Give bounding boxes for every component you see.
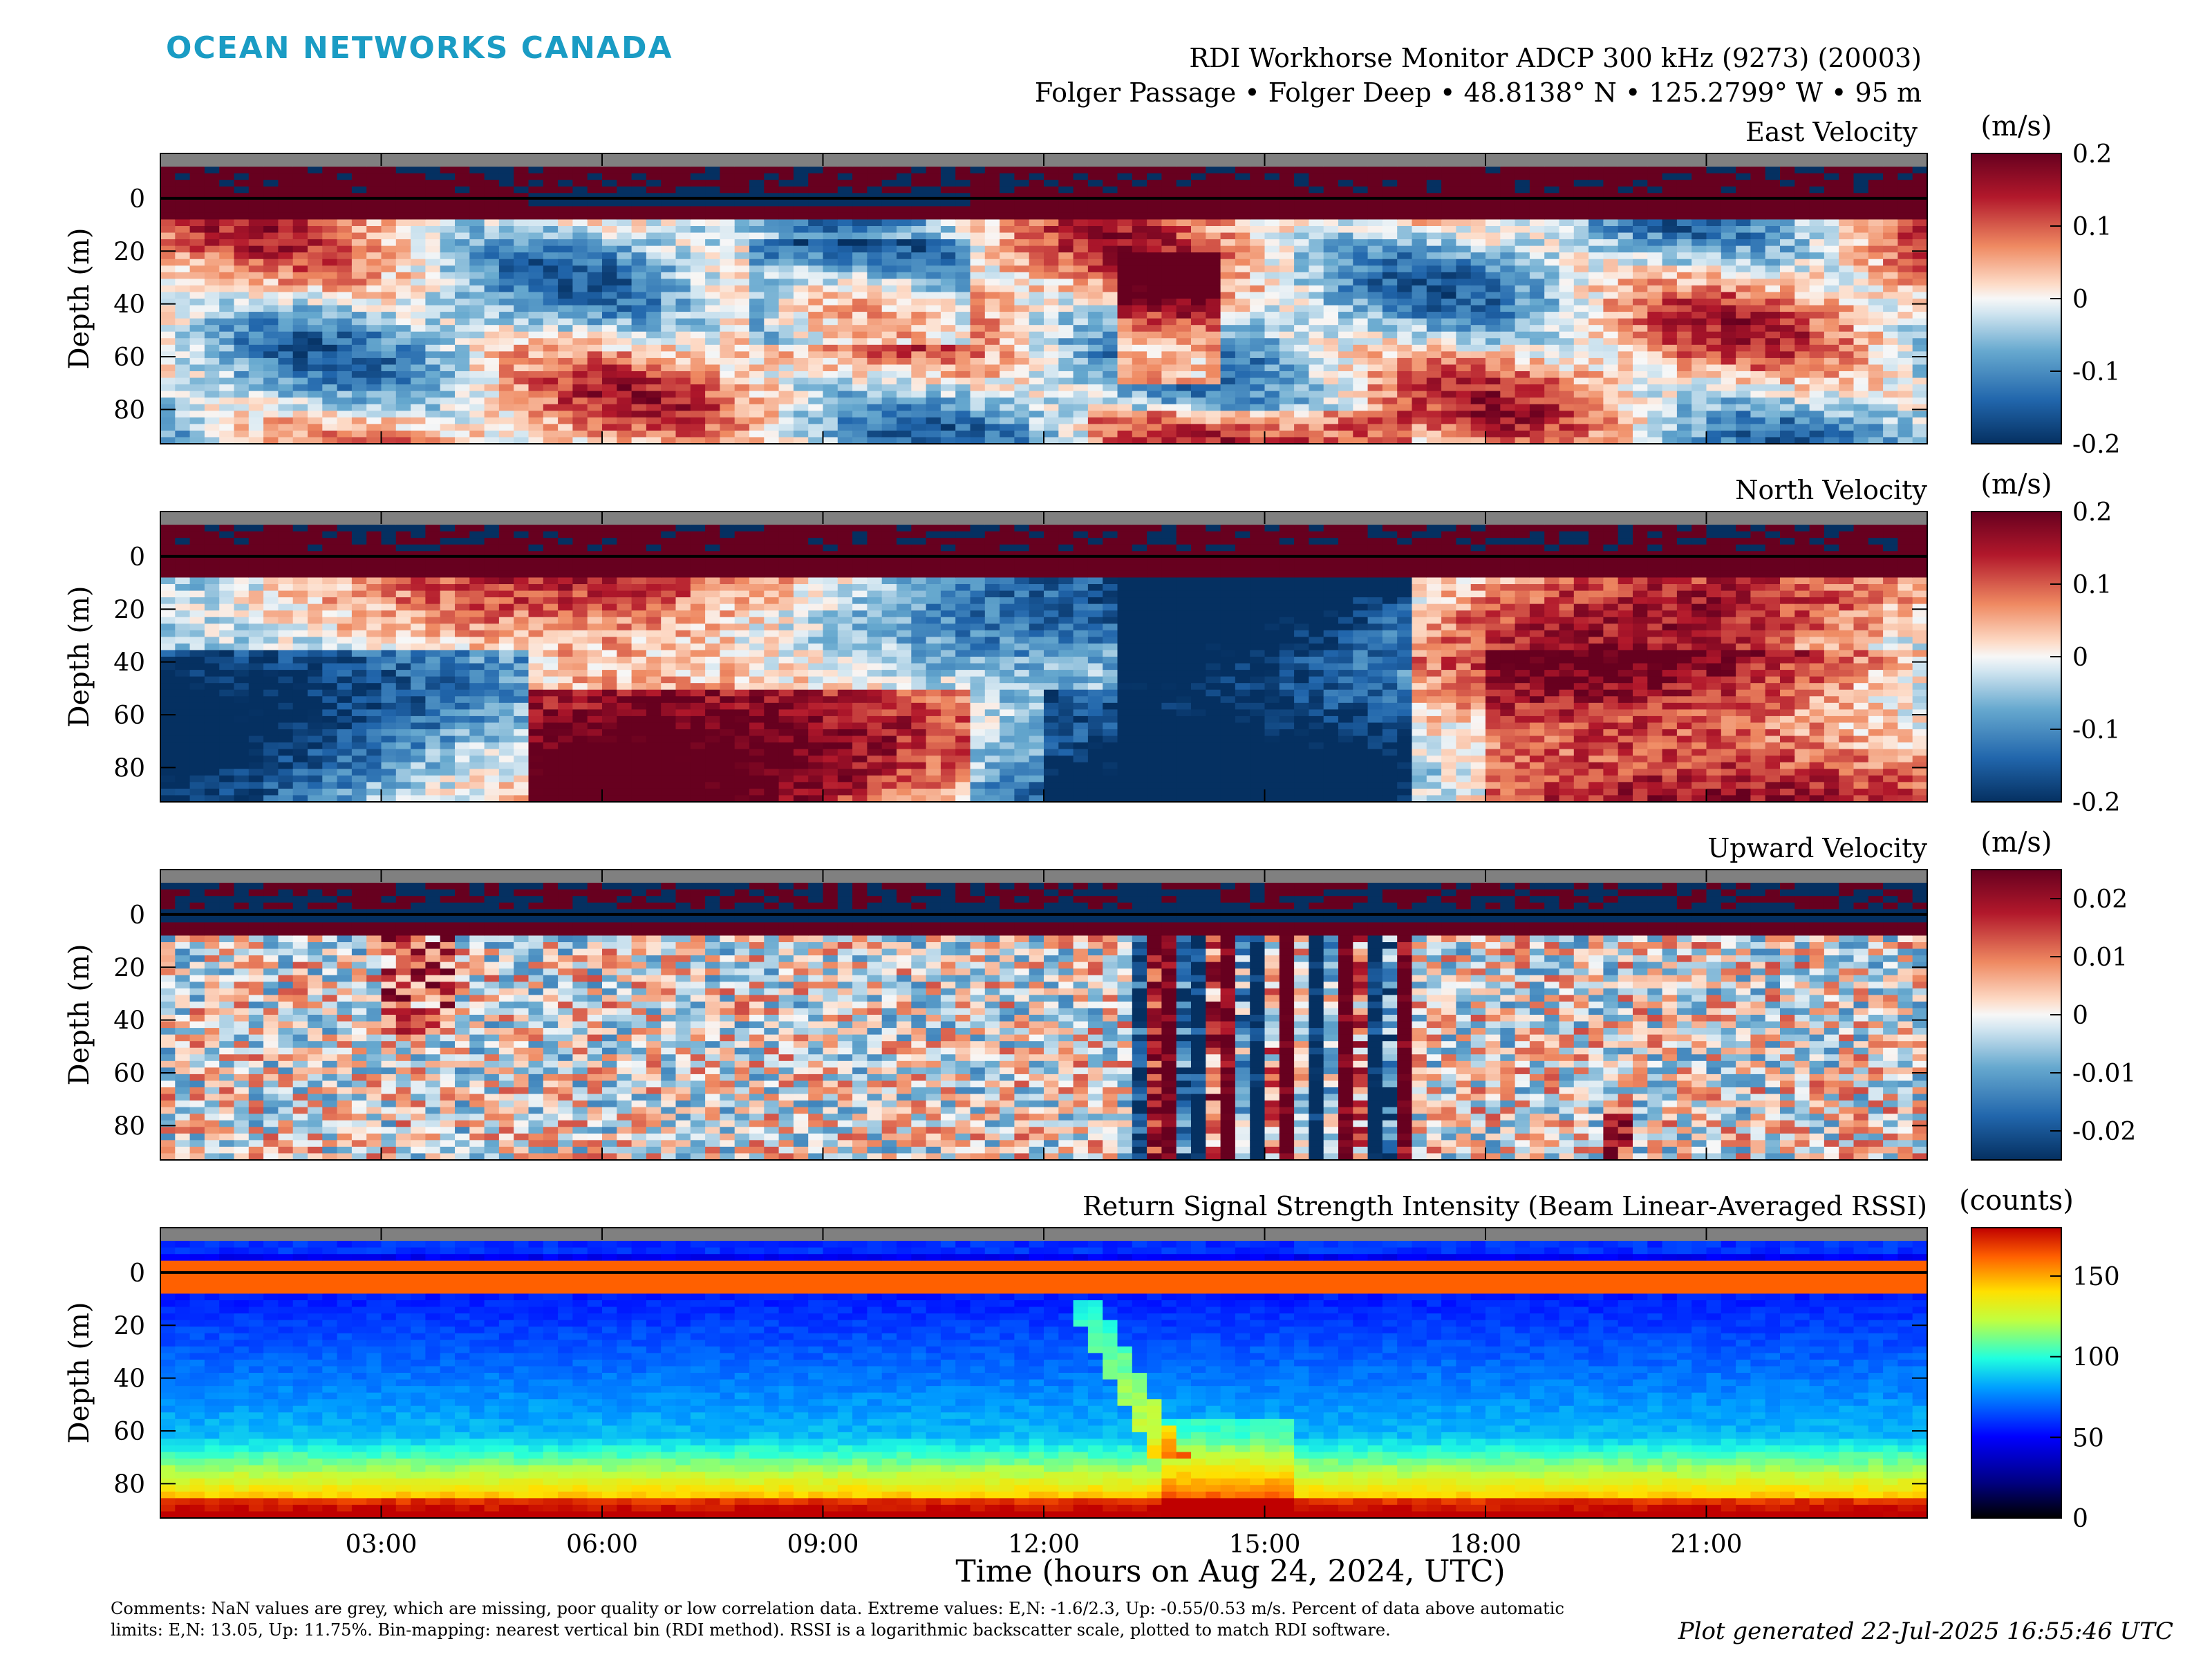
- ytick-label: 20: [113, 238, 145, 266]
- ytick-label: 20: [113, 1312, 145, 1340]
- panel-title-3: Return Signal Strength Intensity (Beam L…: [1082, 1191, 1927, 1221]
- ytick-label: 60: [113, 1418, 145, 1446]
- xtick-label: 21:00: [1671, 1530, 1743, 1559]
- colorbar-gradient: [1971, 511, 2062, 803]
- xtick-label: 12:00: [1008, 1530, 1080, 1559]
- ytick-label: 40: [113, 649, 145, 677]
- ylabel-2: Depth (m): [64, 944, 95, 1085]
- ytick-label: 60: [113, 344, 145, 372]
- colorbar-tick-label: -0.02: [2072, 1118, 2136, 1146]
- panel-0: 0 20 40 60 80 Depth (m) East Velocity 0.2 0.1 0 -0…: [64, 111, 2120, 459]
- colorbar-tick-label: -0.2: [2072, 789, 2120, 817]
- ytick-label: 80: [113, 396, 145, 424]
- panel-1: 0 20 40 60 80 Depth (m) North Velocity 0.2 0.1 0 -…: [64, 469, 2120, 817]
- colorbar-tick-label: 0: [2072, 644, 2088, 672]
- ytick-label: 40: [113, 291, 145, 319]
- ytick-label: 60: [113, 1060, 145, 1088]
- colorbar-tick-label: -0.2: [2072, 431, 2120, 459]
- ylabel-0: Depth (m): [64, 227, 95, 369]
- plot-generated-stamp: Plot generated 22-Jul-2025 16:55:46 UTC: [1678, 1618, 2173, 1645]
- ylabel-1: Depth (m): [64, 585, 95, 727]
- ytick-label: 20: [113, 596, 145, 624]
- colorbar-gradient: [1971, 1227, 2062, 1519]
- colorbar-3: 150 100 50 0 (counts): [1959, 1185, 2120, 1533]
- colorbar-tick-label: -0.1: [2072, 716, 2120, 744]
- ytick-label: 40: [113, 1365, 145, 1394]
- onc-logo: OCEAN NETWORKS CANADA: [166, 30, 673, 66]
- ylabel-3: Depth (m): [64, 1302, 95, 1443]
- heatmap-cells-2: [160, 870, 1927, 1160]
- ytick-label: 0: [129, 543, 145, 572]
- ytick-label: 20: [113, 954, 145, 982]
- location-line: Folger Passage • Folger Deep • 48.8138° …: [1035, 77, 1922, 108]
- colorbar-tick-label: 0.2: [2072, 140, 2112, 169]
- heatmap-cells-3: [160, 1228, 1927, 1518]
- ytick-label: 80: [113, 1470, 145, 1499]
- colorbar-unit-label: (counts): [1959, 1185, 2074, 1217]
- colorbar-1: 0.2 0.1 0 -0.1 -0.2 (m/s): [1971, 469, 2120, 817]
- colorbar-tick-label: 0.01: [2072, 944, 2128, 972]
- colorbar-tick-label: 0.1: [2072, 571, 2112, 599]
- xtick-label: 03:00: [346, 1530, 418, 1559]
- colorbar-unit-label: (m/s): [1980, 827, 2052, 859]
- panel-title-1: North Velocity: [1735, 475, 1927, 505]
- ytick-label: 80: [113, 754, 145, 782]
- ytick-label: 0: [129, 1259, 145, 1288]
- panel-title-0: East Velocity: [1745, 117, 1918, 147]
- colorbar-tick-label: 0: [2072, 1505, 2088, 1533]
- colorbar-2: 0.02 0.01 0 -0.01 -0.02 (m/s): [1971, 827, 2136, 1161]
- heatmap-cells-1: [160, 512, 1927, 802]
- ytick-label: 60: [113, 702, 145, 730]
- colorbar-tick-label: 150: [2072, 1263, 2120, 1291]
- colorbar-unit-label: (m/s): [1980, 469, 2052, 500]
- panel-title-2: Upward Velocity: [1707, 833, 1927, 863]
- colorbar-tick-label: 0.2: [2072, 498, 2112, 527]
- colorbar-tick-label: 0.02: [2072, 885, 2128, 914]
- ytick-label: 0: [129, 185, 145, 214]
- colorbar-tick-label: 100: [2072, 1344, 2120, 1372]
- heatmap-cells-0: [160, 153, 1927, 444]
- xtick-label: 18:00: [1450, 1530, 1521, 1559]
- footer-comments: Comments: NaN values are grey, which are…: [111, 1598, 1604, 1641]
- colorbar-gradient: [1971, 869, 2062, 1161]
- ytick-label: 80: [113, 1112, 145, 1141]
- xtick-label: 06:00: [566, 1530, 638, 1559]
- colorbar-unit-label: (m/s): [1980, 111, 2052, 142]
- colorbar-gradient: [1971, 153, 2062, 444]
- colorbar-0: 0.2 0.1 0 -0.1 -0.2 (m/s): [1971, 111, 2120, 459]
- colorbar-tick-label: 0.1: [2072, 213, 2112, 241]
- instrument-title: RDI Workhorse Monitor ADCP 300 kHz (9273…: [1189, 43, 1922, 73]
- colorbar-tick-label: 50: [2072, 1424, 2104, 1452]
- xtick-label: 15:00: [1229, 1530, 1301, 1559]
- colorbar-tick-label: 0: [2072, 285, 2088, 314]
- xlabel: Time (hours on Aug 24, 2024, UTC): [955, 1554, 1505, 1589]
- colorbar-tick-label: -0.1: [2072, 358, 2120, 386]
- xtick-label: 09:00: [787, 1530, 859, 1559]
- ytick-label: 40: [113, 1007, 145, 1035]
- colorbar-tick-label: -0.01: [2072, 1060, 2136, 1088]
- panel-3: 0 20 40 60 80 03:00 06:00 09:00 12:00 15:00 18:00 2…: [64, 1185, 2120, 1589]
- ytick-label: 0: [129, 901, 145, 930]
- colorbar-tick-label: 0: [2072, 1002, 2088, 1030]
